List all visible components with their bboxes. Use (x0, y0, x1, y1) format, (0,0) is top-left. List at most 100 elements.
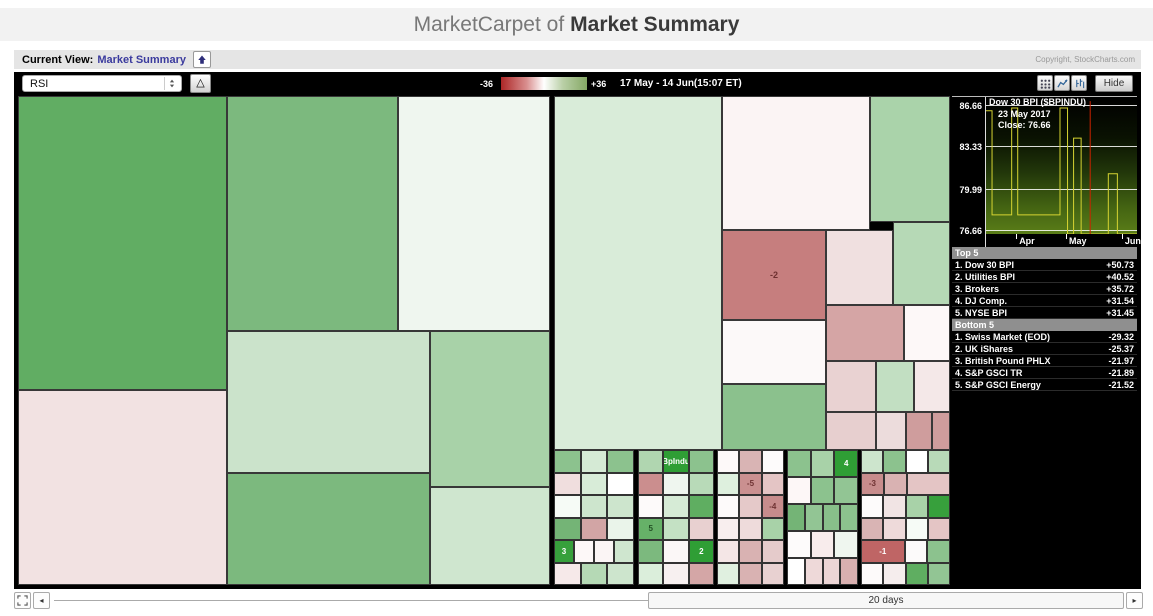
carpet-tile[interactable] (787, 450, 811, 477)
carpet-tile[interactable] (761, 562, 784, 585)
carpet-tile[interactable] (787, 504, 805, 531)
carpet-tile[interactable] (554, 495, 581, 518)
carpet-tile[interactable] (761, 517, 784, 540)
carpet-tile[interactable]: -3 (861, 472, 884, 495)
carpet-tile[interactable] (883, 562, 906, 585)
bottom5-row[interactable]: 5. S&P GSCI Energy -21.52 (952, 379, 1137, 391)
carpet-tile[interactable] (227, 96, 398, 331)
carpet-tile[interactable] (607, 472, 635, 495)
carpet-tile[interactable] (722, 384, 826, 450)
carpet-tile[interactable] (580, 517, 608, 540)
carpet-tile[interactable] (927, 517, 950, 540)
carpet-tile[interactable] (810, 477, 835, 504)
scrollbar-thumb[interactable]: 20 days (648, 592, 1124, 609)
carpet-tile[interactable] (870, 96, 950, 222)
carpet-tile[interactable] (840, 558, 858, 585)
carpet-tile[interactable] (883, 472, 907, 495)
carpet-tile[interactable] (227, 331, 430, 473)
carpet-tile[interactable] (883, 517, 906, 540)
carpet-tile[interactable] (761, 450, 784, 473)
carpet-tile[interactable] (739, 540, 762, 563)
carpet-tile[interactable] (906, 412, 932, 450)
carpet-tile[interactable] (739, 517, 762, 540)
carpet-tile[interactable] (810, 531, 835, 558)
carpet-tile[interactable] (717, 517, 740, 540)
bottom5-row[interactable]: 2. UK iShares -25.37 (952, 343, 1137, 355)
carpet-tile[interactable] (580, 495, 608, 518)
carpet-tile[interactable] (18, 390, 227, 585)
top5-row[interactable]: 5. NYSE BPI +31.45 (952, 307, 1137, 319)
delta-mode-button[interactable]: △ (190, 74, 211, 93)
top5-row[interactable]: 2. Utilities BPI +40.52 (952, 271, 1137, 283)
carpet-tile[interactable] (430, 331, 550, 487)
top5-row[interactable]: 1. Dow 30 BPI +50.73 (952, 259, 1137, 271)
carpet-tile[interactable] (883, 495, 906, 518)
carpet-tile[interactable] (663, 562, 689, 585)
bottom5-row[interactable]: 1. Swiss Market (EOD) -29.32 (952, 331, 1137, 343)
mini-chart[interactable]: 86.66 83.33 79.99 76.66 Dow 30 BPI ($BPINDU… (952, 96, 1141, 248)
carpet-tile[interactable]: -5 (739, 472, 762, 495)
carpet-tile[interactable] (840, 504, 858, 531)
carpet-tile[interactable] (663, 472, 689, 495)
carpet-tile[interactable] (834, 531, 859, 558)
carpet-tile[interactable] (826, 230, 893, 305)
carpet-tile[interactable]: -1 (861, 540, 905, 563)
carpet-tile[interactable] (787, 531, 811, 558)
carpet-tile[interactable] (607, 495, 635, 518)
indicator-select[interactable]: RSI (22, 75, 182, 92)
carpet-tile[interactable]: 5 (638, 517, 664, 540)
carpet-tile[interactable] (787, 477, 811, 504)
bottom5-row[interactable]: 4. S&P GSCI TR -21.89 (952, 367, 1137, 379)
carpet-tile[interactable] (927, 540, 950, 563)
carpet-tile[interactable] (554, 96, 722, 450)
carpet-tile[interactable] (861, 450, 884, 473)
carpet-tile[interactable] (663, 540, 689, 563)
carpet-tile[interactable] (905, 495, 928, 518)
expand-button[interactable] (14, 592, 31, 609)
carpet-tile[interactable] (18, 96, 227, 390)
carpet-tile[interactable] (607, 562, 635, 585)
carpet-tile[interactable] (227, 473, 430, 585)
carpet-tile[interactable] (663, 517, 689, 540)
carpet-tile[interactable] (822, 504, 841, 531)
scroll-right-button[interactable]: ▸ (1126, 592, 1143, 609)
carpet-tile[interactable] (927, 495, 950, 518)
top5-row[interactable]: 4. DJ Comp. +31.54 (952, 295, 1137, 307)
carpet-tile[interactable] (893, 222, 950, 305)
carpet-tile[interactable] (739, 450, 762, 473)
carpet-tile[interactable] (883, 450, 906, 473)
carpet-tile[interactable] (430, 487, 550, 585)
carpet-tile[interactable] (927, 562, 950, 585)
carpet-tile[interactable] (822, 558, 841, 585)
top5-row[interactable]: 3. Brokers +35.72 (952, 283, 1137, 295)
carpet-tile[interactable] (810, 450, 835, 477)
carpet-tile[interactable]: -2 (722, 230, 826, 320)
hide-button[interactable]: Hide (1095, 75, 1133, 92)
carpet-tile[interactable] (398, 96, 550, 331)
carpet-tile[interactable] (761, 540, 784, 563)
carpet-tile[interactable] (804, 558, 823, 585)
carpet-tile[interactable] (927, 450, 950, 473)
bottom5-row[interactable]: 3. British Pound PHLX -21.97 (952, 355, 1137, 367)
carpet-tile[interactable]: BpIndu (663, 450, 689, 473)
current-view-value[interactable]: Market Summary (97, 53, 186, 66)
carpet-tile[interactable] (663, 495, 689, 518)
carpet-tile[interactable] (722, 96, 870, 230)
bar-chart-icon-button[interactable] (1071, 75, 1087, 91)
carpet-tile[interactable] (717, 472, 740, 495)
carpet-view-icon-button[interactable] (1037, 75, 1053, 91)
scroll-left-button[interactable]: ◂ (33, 592, 50, 609)
carpet-tile[interactable] (554, 472, 581, 495)
carpet-tile[interactable] (876, 412, 906, 450)
carpet-tile[interactable]: 2 (688, 540, 714, 563)
carpet-tile[interactable] (688, 562, 714, 585)
carpet-tile[interactable] (638, 562, 664, 585)
carpet-tile[interactable]: -4 (761, 495, 784, 518)
carpet-tile[interactable] (761, 472, 784, 495)
carpet-tile[interactable] (688, 517, 714, 540)
carpet-tile[interactable] (717, 540, 740, 563)
carpet-tile[interactable] (905, 517, 928, 540)
carpet-tile[interactable] (826, 305, 904, 361)
carpet-tile[interactable] (580, 472, 608, 495)
carpet-tile[interactable] (580, 562, 608, 585)
